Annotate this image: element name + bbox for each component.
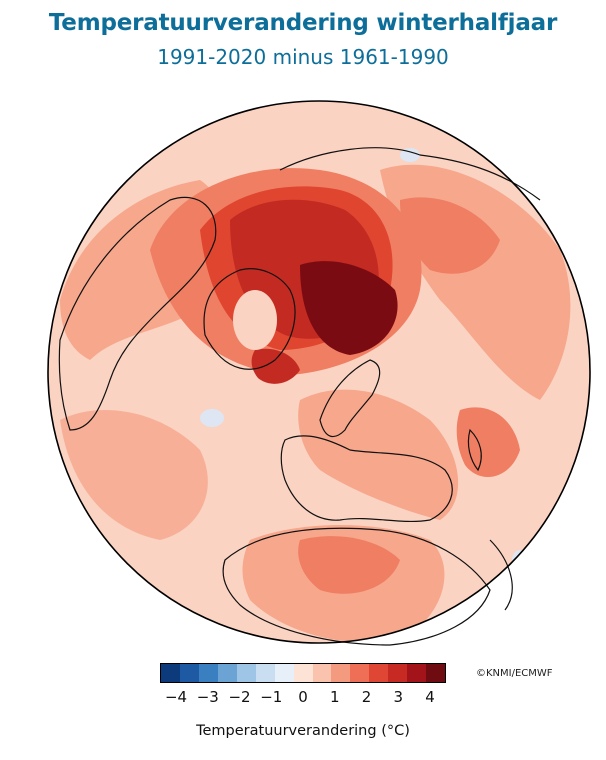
coastlines (58, 147, 541, 646)
colorbar-tick-label: 2 (361, 688, 372, 706)
warming-strong-sahara (298, 536, 400, 594)
colorbar-swatch (217, 664, 237, 682)
coast-north-america (58, 196, 217, 431)
coast-africa (222, 527, 491, 646)
cool-patch-chukotka (400, 148, 420, 162)
coast-greenland (203, 268, 296, 370)
coast-scandinavia (319, 359, 381, 438)
colorbar-tick-label: −4 (164, 688, 188, 706)
colorbar-swatch (179, 664, 199, 682)
colorbar-tick-label: 1 (329, 688, 340, 706)
colorbar (160, 663, 446, 683)
colorbar-swatch (236, 664, 256, 682)
globe-outline (47, 100, 591, 644)
chart-title: Temperatuurverandering winterhalfjaar (48, 10, 558, 36)
colorbar-swatch (255, 664, 275, 682)
chart-subtitle: 1991-2020 minus 1961-1990 (157, 45, 449, 69)
colorbar-tick-label: 4 (425, 688, 435, 706)
colorbar-tick-label: 3 (393, 688, 404, 706)
colorbar-swatch (331, 664, 351, 682)
colorbar-swatch (293, 664, 313, 682)
warming-hottest-barents (300, 261, 398, 355)
cool-patch-greenland (233, 290, 277, 350)
colorbar-swatch (274, 664, 294, 682)
colorbar-label: Temperatuurverandering (°C) (196, 723, 410, 739)
coast-europe (280, 435, 453, 523)
credit-label: ©KNMI/ECMWF (476, 668, 553, 679)
warming-band-europe (298, 389, 459, 520)
warming-hot-greenland-sea (251, 348, 300, 384)
colorbar-tick-label: −3 (196, 688, 219, 706)
colorbar-tick-label: −1 (260, 688, 283, 706)
colorbar-swatch (198, 664, 218, 682)
warming-band-atlantic (60, 410, 208, 540)
colorbar-swatch (161, 664, 180, 682)
colorbar-swatch (426, 664, 446, 682)
colorbar-swatch (312, 664, 332, 682)
colorbar-tick-label: −2 (228, 688, 251, 706)
colorbar-swatch (407, 664, 427, 682)
colorbar-swatch (350, 664, 370, 682)
colorbar-swatch (369, 664, 389, 682)
warming-strong-siberia (400, 197, 500, 274)
colorbar-swatch (388, 664, 408, 682)
coast-arabia (489, 539, 513, 611)
cool-patch-atlantic (200, 409, 224, 427)
coast-caspian (467, 428, 482, 472)
colorbar-tick-label: 0 (298, 688, 308, 706)
coast-asia-north (279, 147, 541, 201)
colorbar-ticks: −4 −3 −2 −1 0 1 2 3 4 (160, 688, 446, 710)
